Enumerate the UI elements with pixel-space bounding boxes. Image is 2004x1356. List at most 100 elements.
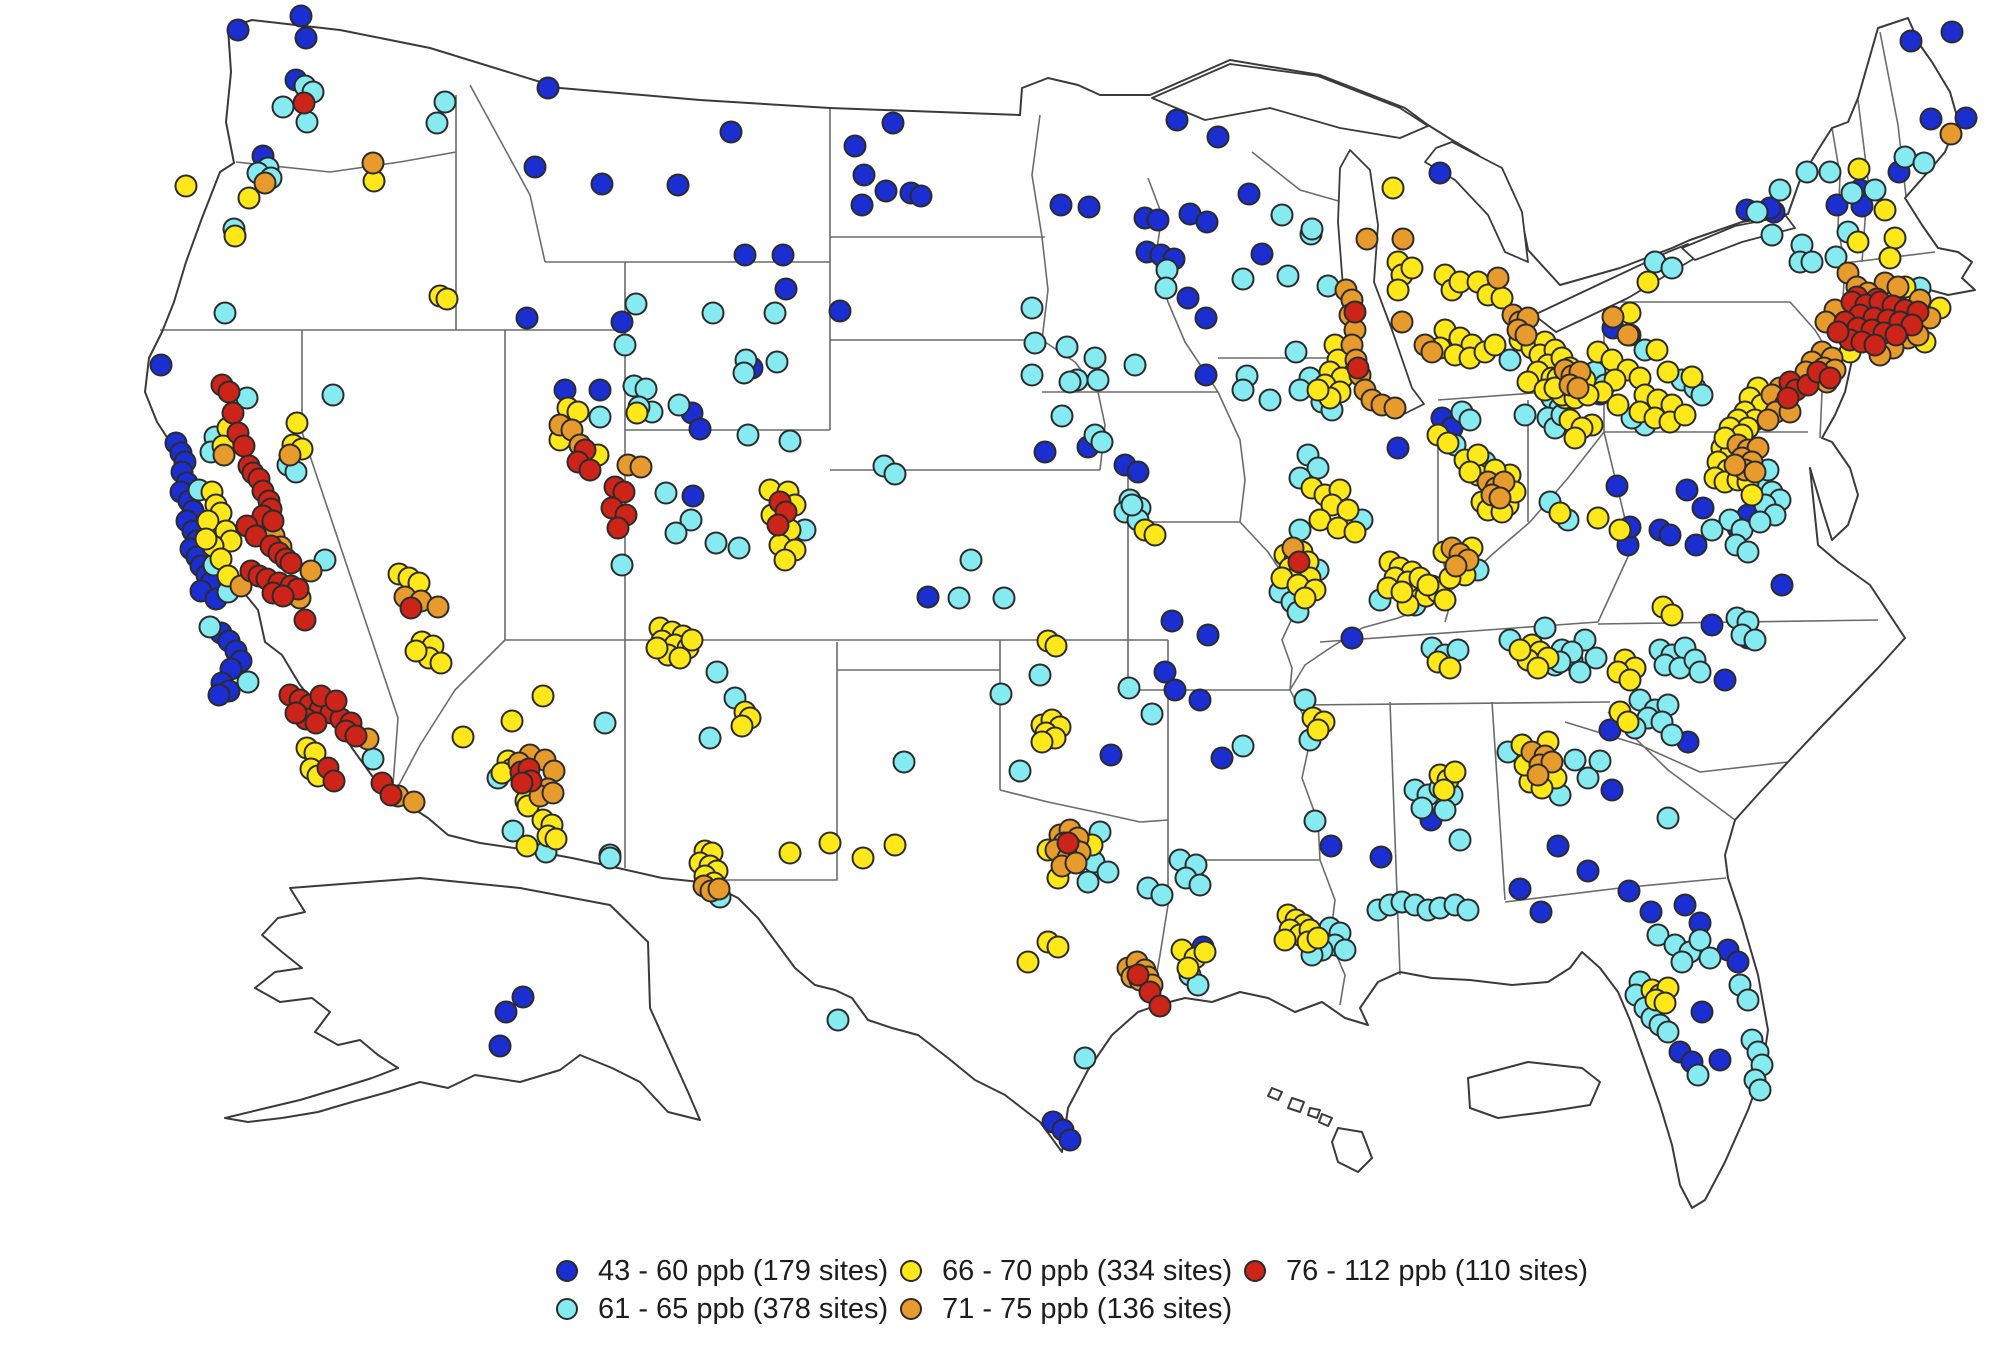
site-dot-blue (1033, 440, 1057, 464)
site-dot-cyan (1458, 408, 1482, 432)
site-dot-yellow (778, 841, 802, 865)
site-dot-cyan (1410, 796, 1434, 820)
site-dot-cyan (959, 548, 983, 572)
site-dot-orange (361, 151, 385, 175)
site-dot-blue (1386, 436, 1410, 460)
site-dot-blue (1508, 877, 1532, 901)
site-dot-orange (1566, 376, 1590, 400)
site-dot-orange (707, 877, 731, 901)
site-dot-cyan (1656, 1020, 1680, 1044)
site-dot-red (578, 458, 602, 482)
site-dot-cyan (701, 301, 725, 325)
site-dot-blue (1099, 743, 1123, 767)
site-dot-cyan (1824, 245, 1848, 269)
site-dot-cyan (1513, 403, 1537, 427)
site-dot-yellow (1143, 523, 1167, 547)
site-dot-orange (1616, 323, 1640, 347)
site-dot-cyan (826, 1008, 850, 1032)
site-dot-cyan (1760, 223, 1784, 247)
legend-item-red: 76 - 112 ppb (110 sites) (1244, 1255, 1588, 1288)
site-dot-yellow (1046, 935, 1070, 959)
site-dot-cyan (1055, 335, 1079, 359)
site-dot-yellow (1390, 580, 1414, 604)
legend-label: 43 - 60 ppb (179 sites) (598, 1254, 889, 1287)
site-dot-cyan (1154, 276, 1178, 300)
site-dot-orange (1601, 305, 1625, 329)
site-dot-yellow (1336, 498, 1360, 522)
site-dot-yellow (1656, 360, 1680, 384)
site-dot-blue (1700, 613, 1724, 637)
site-dot-yellow (174, 174, 198, 198)
site-dot-yellow (1458, 460, 1482, 484)
site-dot-red (1826, 320, 1850, 344)
site-dot-yellow (285, 411, 309, 435)
site-dot-yellow (429, 651, 453, 675)
hawaii-island (1287, 1097, 1305, 1113)
site-dot-cyan (1276, 264, 1300, 288)
site-dot-blue (1576, 859, 1600, 883)
site-dot-yellow (1608, 518, 1632, 542)
site-dot-orange (629, 455, 653, 479)
site-dot-cyan (295, 110, 319, 134)
site-dot-cyan (1736, 540, 1760, 564)
state-border (706, 642, 838, 881)
site-dot-blue (843, 134, 867, 158)
site-dot-cyan (588, 405, 612, 429)
site-dot-red (379, 783, 403, 807)
site-dot-red (1148, 994, 1172, 1018)
site-dot-cyan (1688, 660, 1712, 684)
site-dot-blue (1210, 746, 1234, 770)
site-dot-blue (515, 306, 539, 330)
site-dot-orange (1420, 340, 1444, 364)
site-dot-cyan (654, 481, 678, 505)
hawaii-big-island (1331, 1127, 1373, 1173)
site-dot-cyan (1688, 928, 1712, 952)
site-dot-yellow (1847, 157, 1871, 181)
lake-huron (1424, 141, 1529, 263)
site-dot-orange (1743, 460, 1767, 484)
site-dot-orange (1526, 763, 1550, 787)
site-dot-red (1126, 963, 1150, 987)
site-dot-cyan (778, 429, 802, 453)
site-dot-yellow (1436, 431, 1460, 455)
site-dot-cyan (1020, 363, 1044, 387)
site-dot-cyan (1123, 353, 1147, 377)
site-dot-blue (294, 26, 318, 50)
site-dot-cyan (1840, 181, 1864, 205)
site-dot-cyan (1096, 860, 1120, 884)
site-dot-cyan (1050, 404, 1074, 428)
site-dot-blue (1194, 306, 1218, 330)
site-dot-cyan (1231, 734, 1255, 758)
site-dot-yellow (773, 548, 797, 572)
state-border (1251, 151, 1343, 203)
site-dot-yellow (1030, 730, 1054, 754)
site-dot-cyan (664, 521, 688, 545)
site-dot-blue (1617, 879, 1641, 903)
site-dot-yellow (1873, 198, 1897, 222)
site-dot-yellow (1343, 520, 1367, 544)
site-dot-cyan (1117, 676, 1141, 700)
site-dot-blue (1690, 1000, 1714, 1024)
site-dot-yellow (194, 527, 218, 551)
site-dot-cyan (1140, 702, 1164, 726)
site-dot-blue (1058, 1128, 1082, 1152)
site-dot-blue (1919, 107, 1943, 131)
legend-swatch-icon (900, 1260, 922, 1282)
state-border (1437, 391, 1549, 401)
site-dot-blue (488, 1034, 512, 1058)
site-dot-yellow (1606, 393, 1630, 417)
legend-item-blue: 43 - 60 ppb (179 sites) (556, 1255, 900, 1288)
site-dot-blue (1196, 623, 1220, 647)
site-dot-yellow (544, 827, 568, 851)
site-dot-orange (1064, 851, 1088, 875)
site-dot-yellow (515, 834, 539, 858)
site-dot-cyan (1300, 217, 1324, 241)
site-dot-blue (1708, 1048, 1732, 1072)
dots-layer (149, 4, 1978, 1152)
site-dot-blue (1194, 363, 1218, 387)
site-dot-cyan (765, 350, 789, 374)
site-dot-yellow (668, 646, 692, 670)
site-dot-cyan (1690, 383, 1714, 407)
site-dot-yellow (1016, 950, 1040, 974)
site-dot-yellow (883, 833, 907, 857)
